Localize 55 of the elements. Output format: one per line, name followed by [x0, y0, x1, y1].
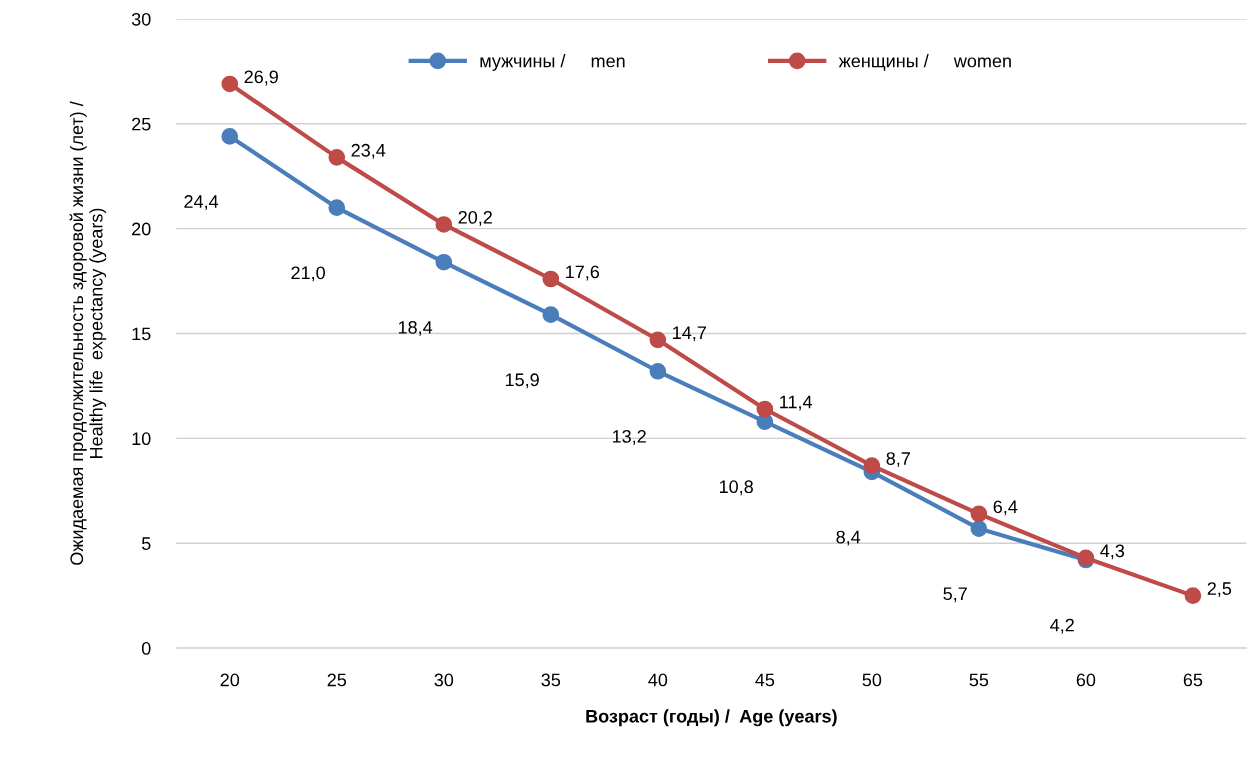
data-label: 26,9	[244, 70, 278, 86]
data-label: 15,9	[505, 373, 539, 389]
point	[542, 270, 560, 288]
x-axis-title: Возраст (годы) / Age (years)	[586, 709, 837, 727]
point	[756, 400, 774, 418]
point	[221, 128, 239, 145]
data-label: 14,7	[673, 326, 706, 342]
y-tick-label: 30	[131, 12, 151, 26]
data-label: 13,2	[612, 430, 646, 445]
y-tick-label: 10	[132, 432, 151, 446]
x-tick-label: 25	[327, 673, 347, 687]
x-tick-label: 60	[1076, 673, 1096, 687]
data-label: 23,4	[351, 143, 386, 159]
point	[863, 457, 881, 474]
point	[970, 505, 988, 523]
point	[1184, 587, 1202, 604]
data-label: 4,2	[1050, 618, 1074, 634]
data-label: 4,3	[1100, 544, 1125, 560]
x-tick-label: 40	[648, 673, 668, 687]
data-label: 2,5	[1207, 582, 1232, 598]
data-label: 11,4	[780, 395, 813, 411]
x-tick-label: 45	[755, 673, 775, 687]
legend-label: мужчины / men	[480, 54, 625, 71]
x-tick-label: 30	[434, 673, 454, 687]
point	[649, 362, 667, 380]
data-label: 5,7	[943, 587, 967, 603]
point	[649, 331, 667, 349]
x-tick-label: 65	[1183, 673, 1203, 687]
y-tick-label: 20	[132, 222, 151, 236]
point	[221, 75, 239, 93]
data-label: 24,4	[184, 195, 219, 211]
data-label: 21,0	[291, 266, 325, 282]
y-tick-label: 5	[141, 537, 151, 550]
x-tick-label: 20	[220, 673, 240, 687]
data-label: 18,4	[398, 320, 433, 336]
legend-label: женщины / women	[838, 54, 1011, 71]
y-tick-label: 0	[141, 642, 151, 655]
point	[328, 199, 346, 217]
data-label: 8,4	[836, 530, 861, 546]
point	[542, 306, 560, 323]
y-tick-label: 15	[132, 327, 151, 341]
point	[435, 253, 453, 271]
point	[328, 149, 346, 166]
point	[970, 520, 988, 537]
x-tick-label: 50	[862, 673, 882, 687]
x-tick-label: 35	[541, 673, 561, 687]
y-axis-title: Ожидаемая продолжительность здоровой жизни (лет) / Healthy life expectancy (years)	[69, 101, 107, 565]
point	[435, 216, 453, 233]
y-tick-label: 25	[132, 117, 151, 131]
x-tick-label: 55	[969, 673, 989, 687]
data-label: 17,6	[566, 265, 600, 281]
data-label: 20,2	[458, 210, 492, 226]
data-label: 6,4	[993, 500, 1018, 516]
data-label: 10,8	[719, 480, 753, 496]
data-label: 8,7	[886, 452, 910, 468]
